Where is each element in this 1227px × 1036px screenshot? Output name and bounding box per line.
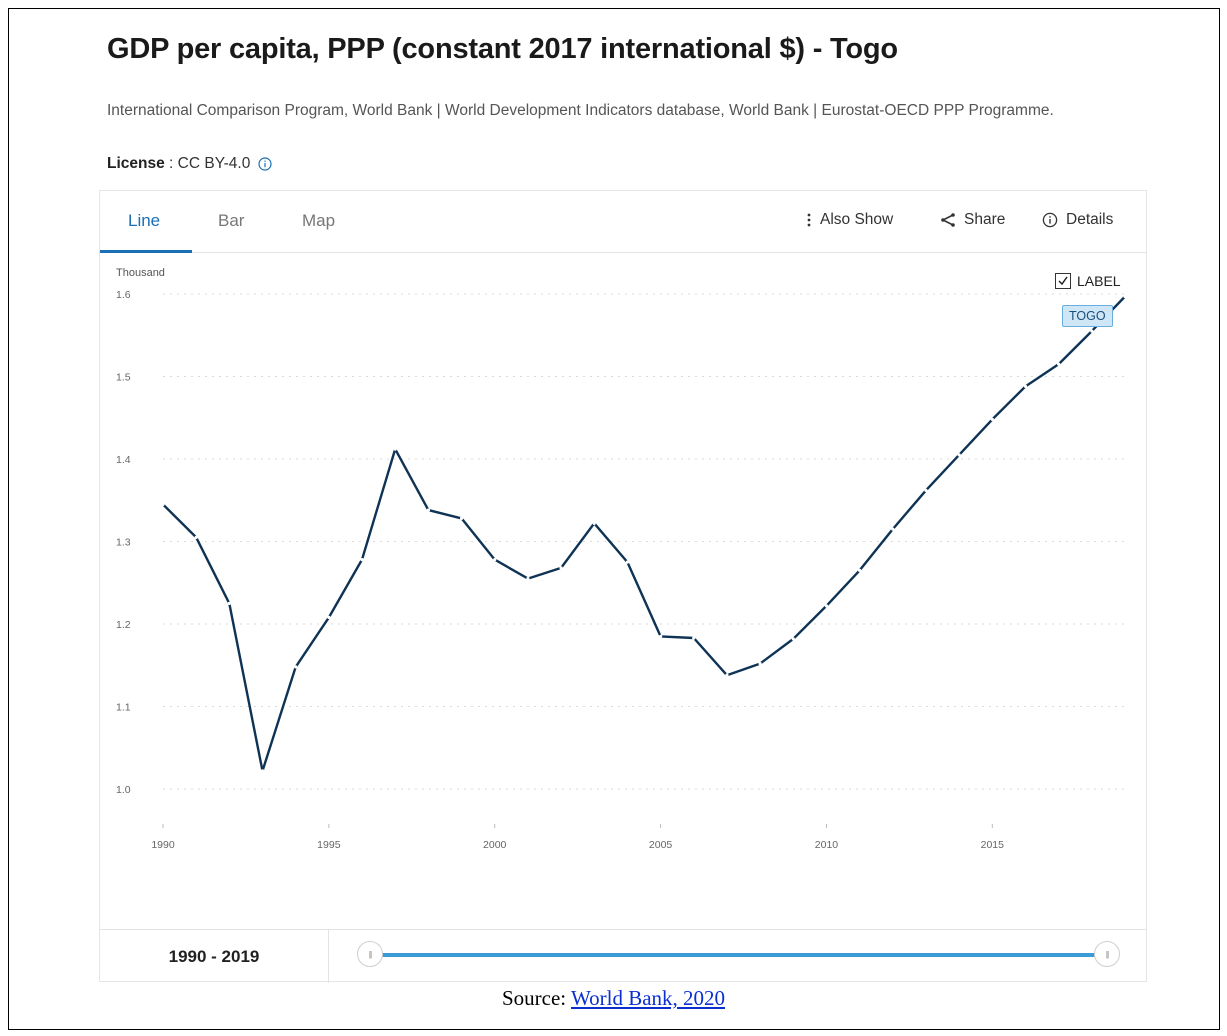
data-sources: International Comparison Program, World … [107, 102, 1054, 119]
year-range-bar: 1990 - 2019 ||| ||| [100, 929, 1146, 983]
y-tick-label: 1.5 [116, 372, 131, 384]
chart-type-tabs: Line Bar Map Also Show Share Details [100, 191, 1146, 253]
series-label-togo: TOGO [1062, 305, 1113, 327]
data-point [493, 558, 497, 562]
active-tab-indicator [100, 250, 192, 253]
share-button[interactable]: Share [940, 211, 1005, 229]
info-icon [1042, 212, 1058, 228]
data-point [294, 665, 298, 669]
data-point [426, 508, 430, 512]
line-chart: Thousand 1.0 1.1 1.2 1.3 1.4 1.5 1.6 1990 1995 200… [116, 267, 1127, 851]
data-point [360, 558, 364, 562]
share-icon [941, 213, 955, 227]
y-axis-unit-label: Thousand [116, 267, 165, 279]
tab-map[interactable]: Map [302, 211, 336, 230]
data-point [194, 535, 198, 539]
figure-source: Source: World Bank, 2020 [0, 986, 1227, 1011]
y-tick-label: 1.4 [116, 454, 131, 466]
data-point [1090, 329, 1094, 333]
data-point [990, 417, 994, 421]
data-point [924, 488, 928, 492]
year-range-label: 1990 - 2019 [100, 930, 329, 983]
also-show-label: Also Show [820, 211, 894, 228]
label-toggle[interactable]: LABEL [1055, 273, 1121, 289]
checkmark-icon [1058, 276, 1068, 286]
data-point [858, 568, 862, 572]
tab-line[interactable]: Line [128, 211, 161, 230]
license-value: CC BY-4.0 [177, 155, 251, 172]
details-button[interactable]: Details [1042, 211, 1113, 229]
data-point [957, 453, 961, 457]
y-tick-label: 1.1 [116, 702, 131, 714]
data-point [260, 769, 265, 773]
also-show-button[interactable]: Also Show [806, 211, 893, 229]
data-point [725, 673, 729, 677]
label-toggle-text: LABEL [1077, 273, 1121, 289]
data-point [658, 634, 663, 638]
data-point [625, 560, 630, 564]
info-icon[interactable] [258, 157, 272, 171]
share-label: Share [964, 211, 1006, 228]
data-point [459, 516, 464, 520]
y-tick-label: 1.6 [116, 289, 131, 301]
license-separator: : [164, 155, 178, 172]
y-tick-label: 1.2 [116, 619, 131, 631]
source-prefix: Source: [501, 986, 571, 1010]
chart-panel: Line Bar Map Also Show Share Details Tho… [99, 190, 1147, 983]
data-point [526, 577, 530, 581]
license-line: License : CC BY-4.0 [107, 155, 272, 173]
range-slider-end-handle[interactable]: ||| [1094, 941, 1120, 967]
license-label: License [107, 155, 165, 172]
x-tick-label: 2015 [981, 839, 1005, 851]
data-point [592, 521, 596, 525]
data-point [824, 604, 829, 608]
x-tick-label: 1995 [317, 839, 341, 851]
series-line-togo [162, 295, 1126, 773]
data-point [758, 662, 762, 666]
data-point [1123, 294, 1127, 299]
page-title: GDP per capita, PPP (constant 2017 inter… [107, 33, 898, 65]
data-point [1023, 384, 1028, 388]
x-tick-label: 2000 [483, 839, 507, 851]
data-point [393, 447, 397, 451]
range-slider-track[interactable] [372, 953, 1107, 957]
y-tick-label: 1.3 [116, 537, 131, 549]
x-tick-label: 2005 [649, 839, 673, 851]
details-label: Details [1066, 211, 1114, 228]
data-point [161, 502, 165, 506]
data-point [891, 527, 895, 531]
data-point [327, 615, 331, 619]
tab-bar[interactable]: Bar [218, 211, 245, 230]
x-tick-label: 2010 [815, 839, 839, 851]
x-tick-label: 1990 [151, 839, 175, 851]
vertical-dots-icon [807, 213, 811, 227]
data-point [1057, 362, 1061, 366]
data-point [227, 601, 231, 605]
data-point [559, 566, 563, 570]
data-point [791, 637, 795, 641]
range-slider-start-handle[interactable]: ||| [357, 941, 383, 967]
label-checkbox[interactable] [1055, 273, 1071, 289]
source-link[interactable]: World Bank, 2020 [570, 986, 726, 1010]
data-point [692, 636, 696, 640]
y-tick-label: 1.0 [116, 784, 131, 796]
